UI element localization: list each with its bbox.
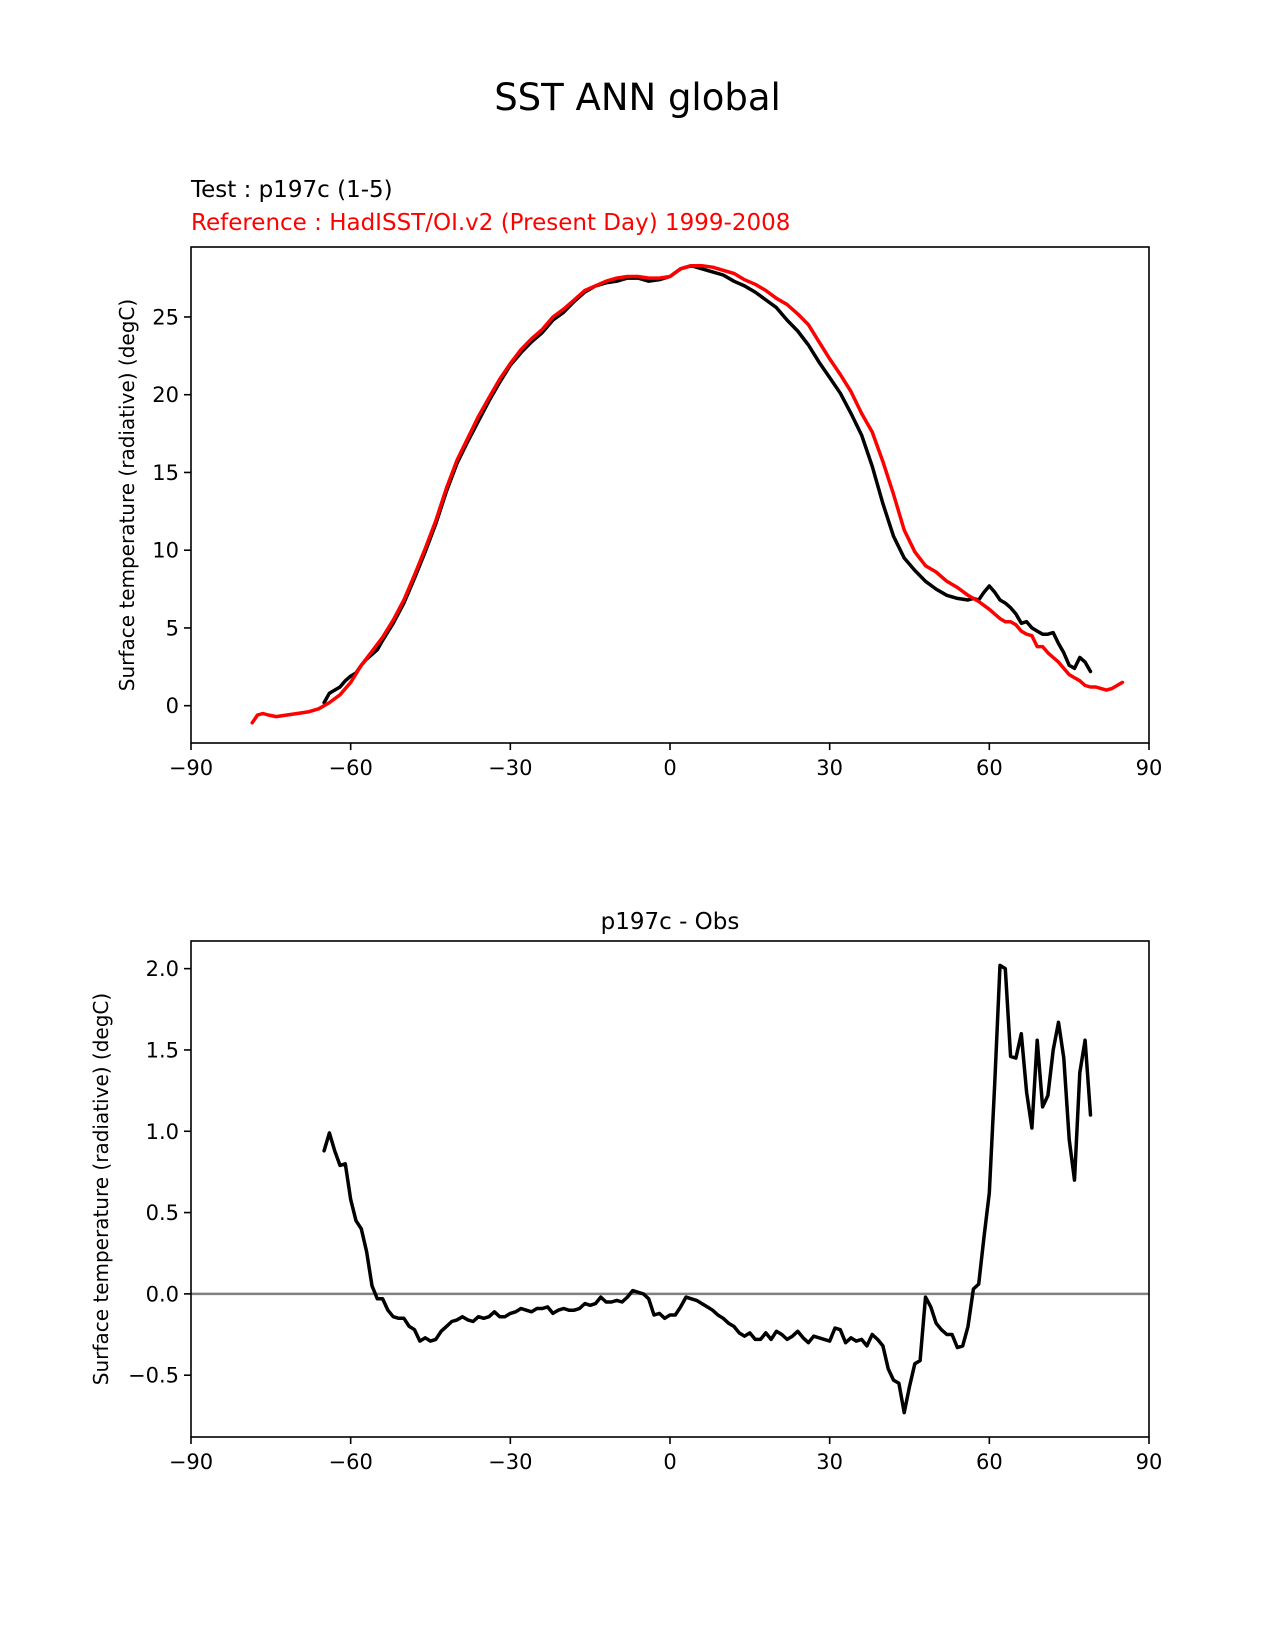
difference-panel-y-axis-label: Surface temperature (radiative) (degC)	[89, 993, 113, 1385]
mean-panel-y-tick-label: 15	[152, 461, 179, 485]
difference-panel-y-tick-label: 1.0	[146, 1120, 179, 1144]
mean-panel-series-line-1	[250, 263, 1125, 725]
mean-panel-y-tick-label: 25	[152, 305, 179, 329]
mean-panel-ticks: −90 −60 −30 0 30 60 90 0 5 10 15 20 25	[152, 305, 1162, 780]
difference-panel-y-tick-label: 1.5	[146, 1038, 179, 1062]
mean-panel-y-tick-label: 20	[152, 383, 179, 407]
difference-panel-y-tick-label: 0.5	[146, 1201, 179, 1225]
difference-panel-x-tick-label: 30	[816, 1450, 843, 1474]
difference-panel-title: p197c - Obs	[601, 909, 740, 935]
mean-panel: Test : p197c (1-5) Reference : HadISST/O…	[115, 177, 1162, 780]
difference-panel: p197c - Obs −90 −60 −30 0 30 60 90 −0.5 0.0 0.5 1.…	[89, 909, 1162, 1474]
mean-panel-x-tick-label: 30	[816, 756, 843, 780]
difference-panel-ticks: −90 −60 −30 0 30 60 90 −0.5 0.0 0.5 1.0 1.5 2.0	[128, 957, 1162, 1474]
mean-panel-y-tick-label: 5	[166, 616, 179, 640]
mean-panel-x-tick-label: 0	[663, 756, 676, 780]
difference-panel-x-tick-label: 90	[1136, 1450, 1163, 1474]
mean-panel-x-tick-label: 60	[976, 756, 1003, 780]
mean-panel-x-tick-label: −60	[329, 756, 373, 780]
mean-panel-x-tick-label: −30	[488, 756, 532, 780]
difference-panel-frame	[190, 940, 1150, 1438]
mean-panel-x-tick-label: −90	[169, 756, 213, 780]
mean-panel-y-tick-label: 10	[152, 539, 179, 563]
difference-panel-x-tick-label: 60	[976, 1450, 1003, 1474]
difference-panel-x-tick-label: −60	[329, 1450, 373, 1474]
difference-panel-series-line-0	[322, 963, 1093, 1415]
test-caption: Test : p197c (1-5)	[190, 177, 393, 203]
difference-panel-y-tick-label: 2.0	[146, 957, 179, 981]
difference-panel-lines	[191, 963, 1149, 1415]
mean-panel-x-tick-label: 90	[1136, 756, 1163, 780]
mean-panel-frame	[190, 246, 1150, 744]
reference-caption: Reference : HadISST/OI.v2 (Present Day) …	[191, 210, 790, 236]
difference-panel-x-tick-label: −90	[169, 1450, 213, 1474]
difference-panel-x-tick-label: 0	[663, 1450, 676, 1474]
difference-panel-x-tick-label: −30	[488, 1450, 532, 1474]
mean-panel-lines	[250, 263, 1125, 725]
figure-title: SST ANN global	[494, 76, 781, 119]
difference-panel-y-tick-label: 0.0	[146, 1282, 179, 1306]
mean-panel-y-axis-label: Surface temperature (radiative) (degC)	[115, 299, 139, 691]
difference-panel-y-tick-label: −0.5	[128, 1364, 179, 1388]
mean-panel-y-tick-label: 0	[166, 694, 179, 718]
